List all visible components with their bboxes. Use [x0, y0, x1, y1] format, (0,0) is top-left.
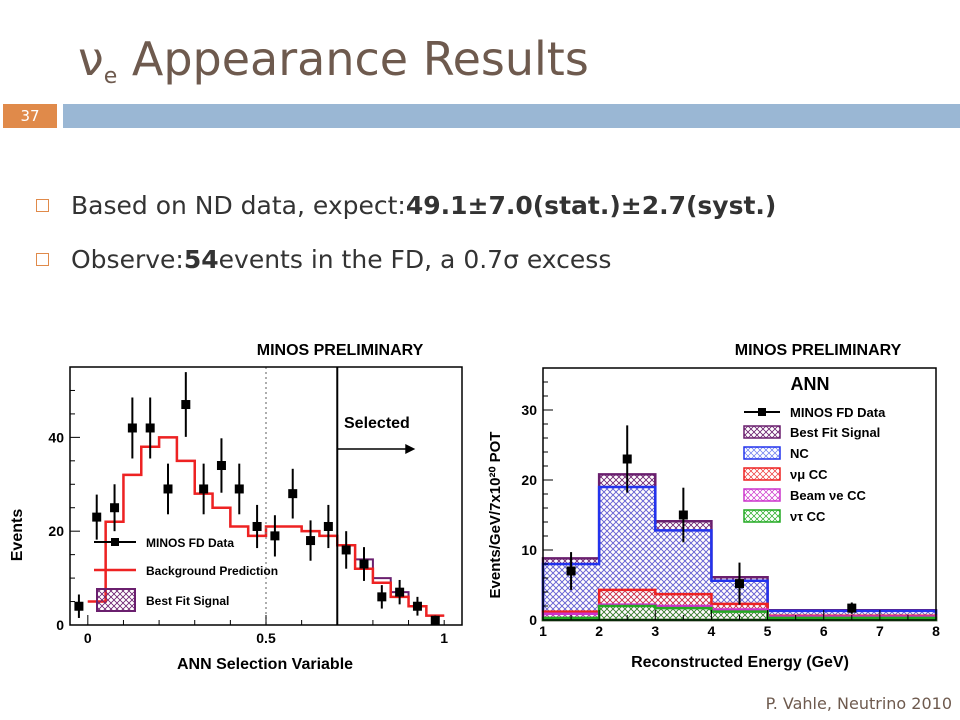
legend-data-marker	[758, 408, 766, 416]
energy-spectrum-chart: MINOS PRELIMINARY ANN Reconstructed Ener…	[487, 342, 940, 671]
data-point	[92, 512, 102, 522]
legend-beamnue-label: Beam νe CC	[790, 488, 866, 503]
data-point	[678, 510, 688, 520]
background-histogram	[87, 436, 445, 617]
data-point	[110, 503, 120, 513]
footer-credit: P. Vahle, Neutrino 2010	[765, 694, 952, 713]
data-point	[377, 592, 387, 602]
legend-signal-label: Best Fit Signal	[146, 594, 229, 608]
y-tick-label: 0	[56, 617, 64, 633]
legend-data-marker	[111, 538, 119, 546]
title-rule-bar	[63, 104, 960, 128]
x-tick-label: 6	[820, 623, 828, 639]
x-tick-label: 4	[708, 623, 716, 639]
legend-data-label: MINOS FD Data	[790, 405, 886, 420]
selected-arrow-head	[405, 444, 416, 454]
legend-numu-swatch	[743, 467, 781, 481]
x-tick-label: 1	[440, 630, 448, 646]
slide-title: νe Appearance Results	[78, 32, 589, 89]
data-point	[199, 484, 209, 494]
chart2-plot-area: 0 10 20 30 1 2 3 4 5 6 7 8	[521, 367, 940, 639]
y-tick-label: 0	[529, 612, 537, 628]
chart1-legend: MINOS FD Data Background Prediction Best…	[94, 536, 278, 612]
chart1-frame	[69, 366, 463, 626]
x-tick-label: 0.5	[256, 630, 276, 646]
data-point	[288, 489, 298, 499]
legend-nc-swatch	[743, 446, 781, 460]
x-tick-label: 7	[876, 623, 884, 639]
y-tick-label: 40	[48, 429, 64, 445]
square-bullet-icon	[36, 198, 49, 212]
legend-data-label: MINOS FD Data	[146, 536, 234, 550]
chart1-plot-area: 0 20 40 0 0.5 1	[48, 366, 463, 646]
x-tick-label: 8	[932, 623, 940, 639]
x-tick-label: 2	[595, 623, 603, 639]
data-point	[622, 454, 632, 464]
legend-signal-label: Best Fit Signal	[790, 425, 880, 440]
data-point	[163, 484, 173, 494]
data-point	[323, 521, 333, 531]
expectation-value: 49.1±7.0(stat.)±2.7(syst.)	[405, 190, 777, 220]
chart2-ylabel: Events/GeV/7x10²⁰ POT	[487, 432, 504, 599]
x-tick-label: 5	[764, 623, 772, 639]
y-tick-label: 10	[521, 542, 537, 558]
bullet-item: Based on ND data, expect: 49.1±7.0(stat.…	[36, 178, 776, 232]
chart2-title: MINOS PRELIMINARY	[735, 342, 902, 359]
legend-nutau-swatch	[743, 509, 781, 523]
bullet-item: Observe: 54 events in the FD, a 0.7σ exc…	[36, 232, 776, 286]
legend-signal-swatch	[96, 588, 136, 612]
legend-numu-label: νμ CC	[790, 467, 828, 482]
observed-count: 54	[183, 244, 219, 274]
legend-beamnue-swatch	[743, 488, 781, 502]
legend-nc-label: NC	[790, 446, 809, 461]
square-bullet-icon	[36, 252, 49, 266]
data-point	[145, 423, 155, 433]
x-tick-label: 1	[539, 623, 547, 639]
legend-nutau-label: ντ CC	[790, 509, 826, 524]
data-point	[359, 559, 369, 569]
data-point	[216, 461, 226, 471]
ann-selection-chart: MINOS PRELIMINARY ANN Selection Variable…	[9, 342, 463, 673]
chart1-title: MINOS PRELIMINARY	[257, 342, 424, 359]
chart1-ylabel: Events	[9, 509, 26, 562]
x-tick-label: 3	[651, 623, 659, 639]
y-tick-label: 30	[521, 402, 537, 418]
data-point	[735, 579, 744, 589]
y-tick-label: 20	[48, 523, 64, 539]
chart1-xlabel: ANN Selection Variable	[177, 656, 353, 673]
chart2-xlabel: Reconstructed Energy (GeV)	[631, 654, 849, 671]
slide-number: 37	[3, 104, 57, 128]
bullet-list: Based on ND data, expect: 49.1±7.0(stat.…	[36, 178, 776, 286]
legend-background-label: Background Prediction	[146, 564, 278, 578]
data-point	[181, 400, 191, 410]
chart2-legend: MINOS FD Data Best Fit Signal NC νμ CC B…	[743, 405, 886, 524]
data-point	[234, 484, 244, 494]
data-point	[306, 536, 316, 546]
x-tick-label: 0	[84, 630, 92, 646]
data-point	[412, 601, 422, 611]
data-point	[270, 531, 280, 541]
data-point	[74, 601, 84, 611]
data-point	[430, 615, 440, 625]
chart1-selected-label: Selected	[344, 415, 410, 432]
data-point	[341, 545, 351, 555]
data-point	[127, 423, 137, 433]
data-point	[847, 603, 857, 613]
chart2-subtitle: ANN	[791, 374, 830, 394]
data-point	[252, 521, 262, 531]
data-point	[395, 587, 405, 597]
legend-signal-swatch	[743, 425, 781, 439]
data-point	[566, 566, 576, 576]
y-tick-label: 20	[521, 472, 537, 488]
